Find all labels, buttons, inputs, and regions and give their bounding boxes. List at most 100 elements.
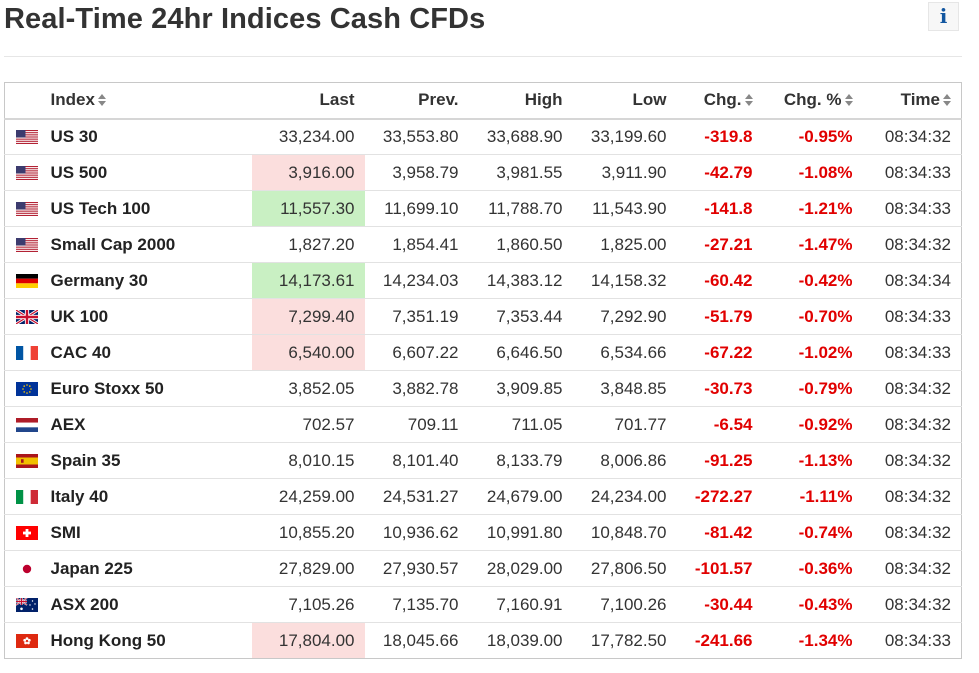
high-value: 33,688.90 xyxy=(468,118,573,155)
time-column-header[interactable]: Time xyxy=(862,82,962,120)
last-value: 27,829.00 xyxy=(251,550,365,587)
chg-pct-header-label: Chg. % xyxy=(783,90,842,110)
index-column-header[interactable]: Index xyxy=(40,82,252,120)
high-value: 8,133.79 xyxy=(468,442,573,479)
index-name-link[interactable]: US 30 xyxy=(40,118,252,155)
prev-value: 7,351.19 xyxy=(364,298,469,335)
low-column-header[interactable]: Low xyxy=(572,82,677,120)
table-row[interactable]: CAC 40 6,540.00 6,607.22 6,646.50 6,534.66 -6… xyxy=(4,334,962,371)
index-name-link[interactable]: Hong Kong 50 xyxy=(50,630,166,650)
high-value: 10,991.80 xyxy=(468,514,573,551)
eu-flag-icon xyxy=(16,381,38,396)
table-row[interactable]: Hong Kong 50 17,804.00 18,045.66 18,039.00 1… xyxy=(5,622,962,659)
sort-icon[interactable] xyxy=(744,93,753,106)
table-row[interactable]: US Tech 100 11,557.30 11,699.10 11,788.70 11… xyxy=(4,190,962,227)
index-name-link[interactable]: US 500 xyxy=(40,154,252,191)
change-percent-value: -0.43% xyxy=(762,586,863,623)
index-name-link[interactable]: AEX xyxy=(40,406,252,443)
last-column-header[interactable]: Last xyxy=(251,82,365,120)
flag-cell xyxy=(4,262,41,299)
index-name-link[interactable]: Germany 30 xyxy=(40,262,252,299)
flag-cell xyxy=(4,226,41,263)
index-name-link[interactable]: ASX 200 xyxy=(40,586,252,623)
low-value: 8,006.86 xyxy=(572,442,677,479)
switzerland-flag-icon xyxy=(16,525,38,540)
prev-value: 11,699.10 xyxy=(364,190,469,227)
low-value: 24,234.00 xyxy=(572,478,677,515)
table-row[interactable]: SMI 10,855.20 10,936.62 10,991.80 10,848.70-… xyxy=(4,514,962,551)
index-name-link[interactable]: Italy 40 xyxy=(40,478,252,515)
prev-value: 27,930.57 xyxy=(364,550,469,587)
sort-icon[interactable] xyxy=(943,93,951,106)
high-value: 3,909.85 xyxy=(468,370,573,407)
table-row[interactable]: ASX 200 7,105.26 7,135.70 7,160.91 7,100.26-… xyxy=(4,586,962,623)
index-header-label: Index xyxy=(50,90,95,110)
flag-cell xyxy=(4,154,41,191)
table-row[interactable]: Spain 35 8,010.15 8,101.40 8,133.79 8,006.86… xyxy=(4,442,962,479)
flag-cell xyxy=(4,190,41,227)
change-percent-value: -0.79% xyxy=(762,370,863,407)
japan-flag-icon xyxy=(16,561,38,576)
change-percent-value: -0.92% xyxy=(762,406,863,443)
australia-flag-icon xyxy=(16,597,38,612)
change-value: -51.79 xyxy=(676,298,763,335)
table-row[interactable]: Japan 225 27,829.00 27,930.57 28,029.00 27,8… xyxy=(4,550,962,587)
table-row[interactable]: Germany 30 14,173.61 14,234.03 14,383.12 14,… xyxy=(4,262,962,299)
change-percent-value: -0.70% xyxy=(762,298,863,335)
high-value: 11,788.70 xyxy=(468,190,573,227)
index-name-link[interactable]: US Tech 100 xyxy=(40,190,252,227)
change-value: -91.25 xyxy=(676,442,763,479)
sort-icon[interactable] xyxy=(844,93,853,106)
low-value: 10,848.70 xyxy=(572,514,677,551)
low-value: 701.77 xyxy=(572,406,677,443)
change-value: -42.79 xyxy=(676,154,763,191)
table-row[interactable]: UK 100 7,299.40 7,351.19 7,353.44 7,292.90 -5… xyxy=(4,298,962,335)
low-value: 27,806.50 xyxy=(572,550,677,587)
prev-value: 7,135.70 xyxy=(364,586,469,623)
chg-header-label: Chg. xyxy=(703,90,742,110)
table-row[interactable]: Small Cap 2000 1,827.20 1,854.41 1,860.50 1,… xyxy=(4,226,962,263)
high-value: 3,981.55 xyxy=(468,154,573,191)
low-value: 11,543.90 xyxy=(572,190,677,227)
time-value: 08:34:33 xyxy=(862,298,962,335)
prev-column-header[interactable]: Prev. xyxy=(364,82,469,120)
index-name-link[interactable]: UK 100 xyxy=(40,298,252,335)
last-value: 33,234.00 xyxy=(251,118,365,155)
index-name-link[interactable]: Small Cap 2000 xyxy=(40,226,252,263)
table-row[interactable]: US 30 33,234.00 33,553.80 33,688.90 33,199.6… xyxy=(4,118,962,155)
time-value: 08:34:33 xyxy=(884,630,951,650)
table-header-row: Index Last Prev. High Low Chg. Chg. % Ti… xyxy=(4,82,962,120)
index-name-link[interactable]: SMI xyxy=(40,514,252,551)
time-value: 08:34:32 xyxy=(862,550,962,587)
time-value: 08:34:32 xyxy=(862,370,962,407)
us-flag-icon xyxy=(16,237,38,252)
prev-value: 6,607.22 xyxy=(364,334,469,371)
low-value: 14,158.32 xyxy=(572,262,677,299)
index-name-link[interactable]: CAC 40 xyxy=(40,334,252,371)
change-percent-value: -1.11% xyxy=(762,478,863,515)
index-name-link[interactable]: Spain 35 xyxy=(40,442,252,479)
high-value: 1,860.50 xyxy=(468,226,573,263)
chg-pct-column-header[interactable]: Chg. % xyxy=(762,82,863,120)
change-percent-value: -0.36% xyxy=(762,550,863,587)
change-value: -319.8 xyxy=(676,118,763,155)
sort-icon[interactable] xyxy=(97,93,106,106)
chg-column-header[interactable]: Chg. xyxy=(676,82,763,120)
change-value: -27.21 xyxy=(676,226,763,263)
flag-cell xyxy=(4,334,41,371)
table-row[interactable]: US 500 3,916.00 3,958.79 3,981.55 3,911.90 -4… xyxy=(4,154,962,191)
time-value: 08:34:33 xyxy=(862,334,962,371)
table-row[interactable]: Italy 40 24,259.00 24,531.27 24,679.00 24,23… xyxy=(4,478,962,515)
index-name-link[interactable]: Japan 225 xyxy=(40,550,252,587)
last-value: 3,916.00 xyxy=(251,154,365,191)
last-value: 11,557.30 xyxy=(251,190,365,227)
index-name-link[interactable]: Euro Stoxx 50 xyxy=(40,370,252,407)
page-title: Real-Time 24hr Indices Cash CFDs xyxy=(4,3,486,35)
info-icon[interactable]: i xyxy=(928,2,959,31)
table-row[interactable]: Euro Stoxx 50 3,852.05 3,882.78 3,909.85 3,8… xyxy=(4,370,962,407)
table-row[interactable]: AEX 702.57 709.11 711.05 701.77 -6.54 -0.92% 08… xyxy=(4,406,962,443)
change-value: -81.42 xyxy=(676,514,763,551)
prev-value: 14,234.03 xyxy=(364,262,469,299)
high-column-header[interactable]: High xyxy=(468,82,573,120)
us-flag-icon xyxy=(16,201,38,216)
